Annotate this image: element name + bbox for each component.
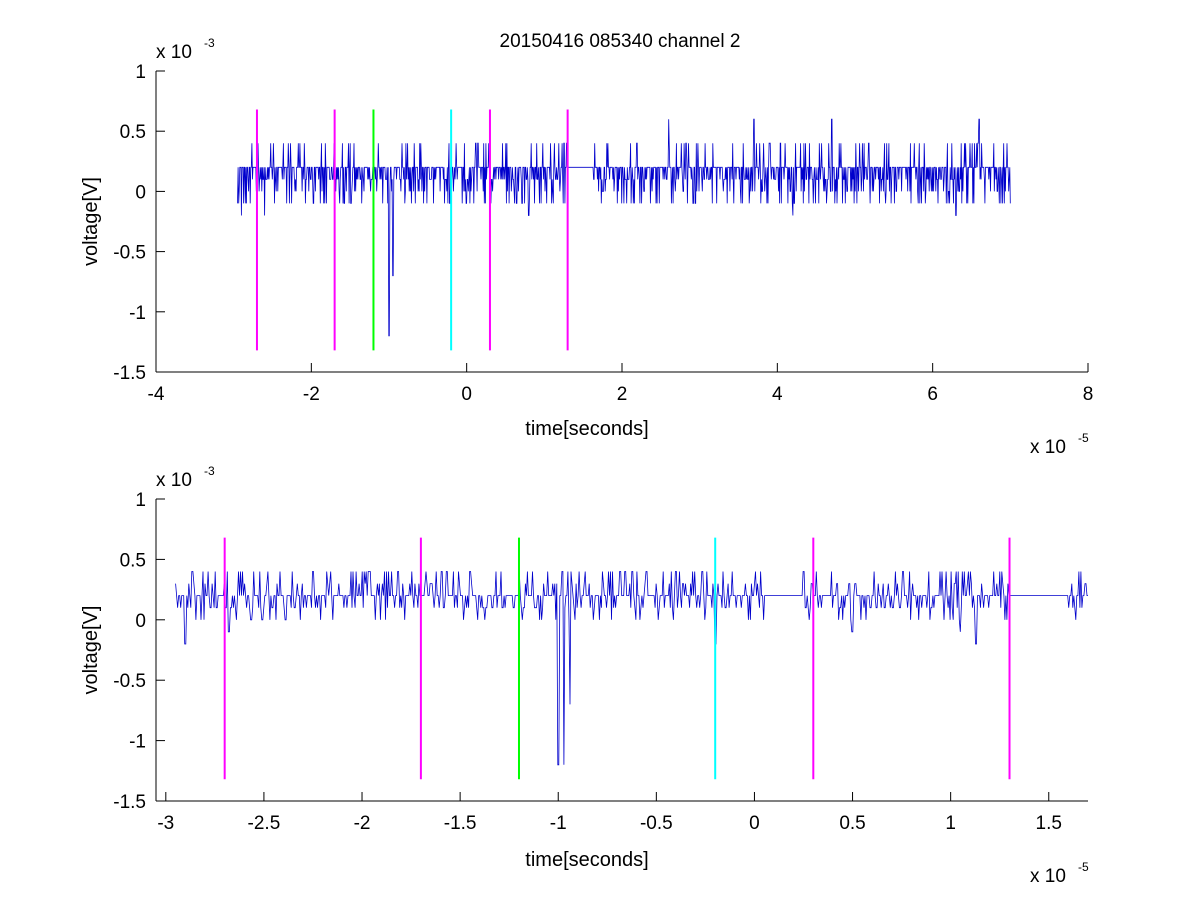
x-tick-label: 8 [1083,384,1094,405]
y-tick-label: -0.5 [113,671,146,692]
x-tick-label: 0 [461,384,472,405]
x-exponent-power: -5 [1078,431,1089,445]
x-tick-label: -1 [550,813,567,834]
x-tick-label: -2.5 [248,813,281,834]
y-tick-label: 1 [135,490,146,511]
y-tick-label: -0.5 [113,243,146,264]
x-tick-label: 6 [927,384,938,405]
y-tick-label: -1 [129,732,146,753]
y-tick-label: 0 [135,611,146,632]
x-tick-label: 0.5 [839,813,865,834]
y-tick-label: 0.5 [120,550,146,571]
x-tick-label: 0 [749,813,760,834]
y-tick-label: -1.5 [113,363,146,384]
y-exponent-base: x 10 [156,42,192,63]
signal-line [175,571,1088,766]
subplot-bottom: -3 -2.5 -2 -1.5 -1 -0.5 0 0.5 1 1.5 -1.5 -1 -0.5 0 0.5… [80,464,1089,887]
y-exponent-power: -3 [204,36,215,50]
y-tick-label: -1 [129,303,146,324]
x-exponent-base: x 10 [1030,866,1066,887]
x-tick-label: -2 [354,813,371,834]
x-tick-label: 4 [772,384,783,405]
y-tick-label: 1 [135,62,146,83]
x-tick-label: 2 [617,384,628,405]
x-tick-label: 1.5 [1036,813,1062,834]
y-tick-label: 0 [135,182,146,203]
x-exponent-base: x 10 [1030,437,1066,458]
x-tick-label: -1.5 [444,813,477,834]
x-axis-label: time[seconds] [525,849,648,871]
y-exponent-power: -3 [204,464,215,478]
x-tick-label: -0.5 [640,813,673,834]
x-tick-label: -4 [148,384,165,405]
y-exponent-base: x 10 [156,470,192,491]
figure-title: 20150416 085340 channel 2 [500,31,741,52]
subplot-top: -4 -2 0 2 4 6 8 -1.5 -1 -0.5 0 0.5 1 time[seconds] vol… [80,36,1093,458]
x-tick-label: -2 [303,384,320,405]
y-tick-label: 0.5 [120,122,146,143]
x-exponent-power: -5 [1078,860,1089,874]
x-tick-label: 1 [945,813,956,834]
x-axis-label: time[seconds] [525,418,648,440]
x-tick-label: -3 [157,813,174,834]
y-axis-label: voltage[V] [80,606,102,695]
signal-line [237,118,1011,337]
y-axis-label: voltage[V] [80,177,102,266]
y-tick-label: -1.5 [113,792,146,813]
